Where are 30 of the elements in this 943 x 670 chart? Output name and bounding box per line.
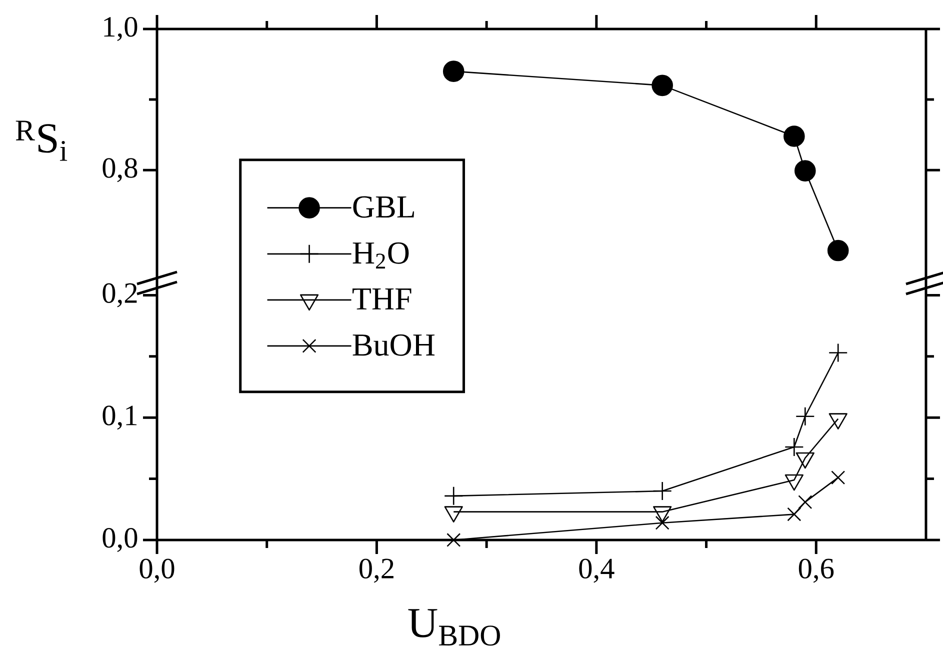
- legend-label: BuOH: [352, 334, 435, 356]
- point: [831, 470, 846, 485]
- y-tick-label: 0,0: [102, 528, 138, 552]
- legend-label: H$_{2}$O: [352, 242, 409, 268]
- point: [652, 74, 673, 96]
- x-tick-label: 0,6: [798, 558, 834, 583]
- point: [787, 507, 802, 522]
- point: [794, 160, 816, 182]
- point: [784, 437, 804, 457]
- x-tick-label: 0,4: [579, 558, 614, 583]
- point: [784, 126, 805, 147]
- y-axis-title: $^{R}$S$_{i}$: [16, 120, 68, 161]
- point: [795, 406, 815, 426]
- point: [798, 495, 812, 510]
- y-tick-label: 0,1: [102, 406, 137, 430]
- y-tick-label: 0,2: [102, 283, 137, 308]
- y-tick-label: 1,0: [104, 16, 138, 42]
- point: [652, 481, 672, 501]
- point: [827, 240, 849, 262]
- x-tick-label: 0,0: [140, 558, 174, 583]
- point: [828, 343, 848, 362]
- legend-label: THF: [352, 288, 412, 310]
- point: [655, 516, 670, 530]
- y-tick-label: 0,8: [102, 158, 138, 182]
- legend-label: GBL: [353, 196, 414, 218]
- x-axis-title: U$_{BDO}$: [408, 609, 500, 646]
- x-tick-label: 0,2: [359, 558, 394, 583]
- point: [446, 532, 461, 548]
- point: [442, 60, 464, 82]
- point: [444, 486, 464, 506]
